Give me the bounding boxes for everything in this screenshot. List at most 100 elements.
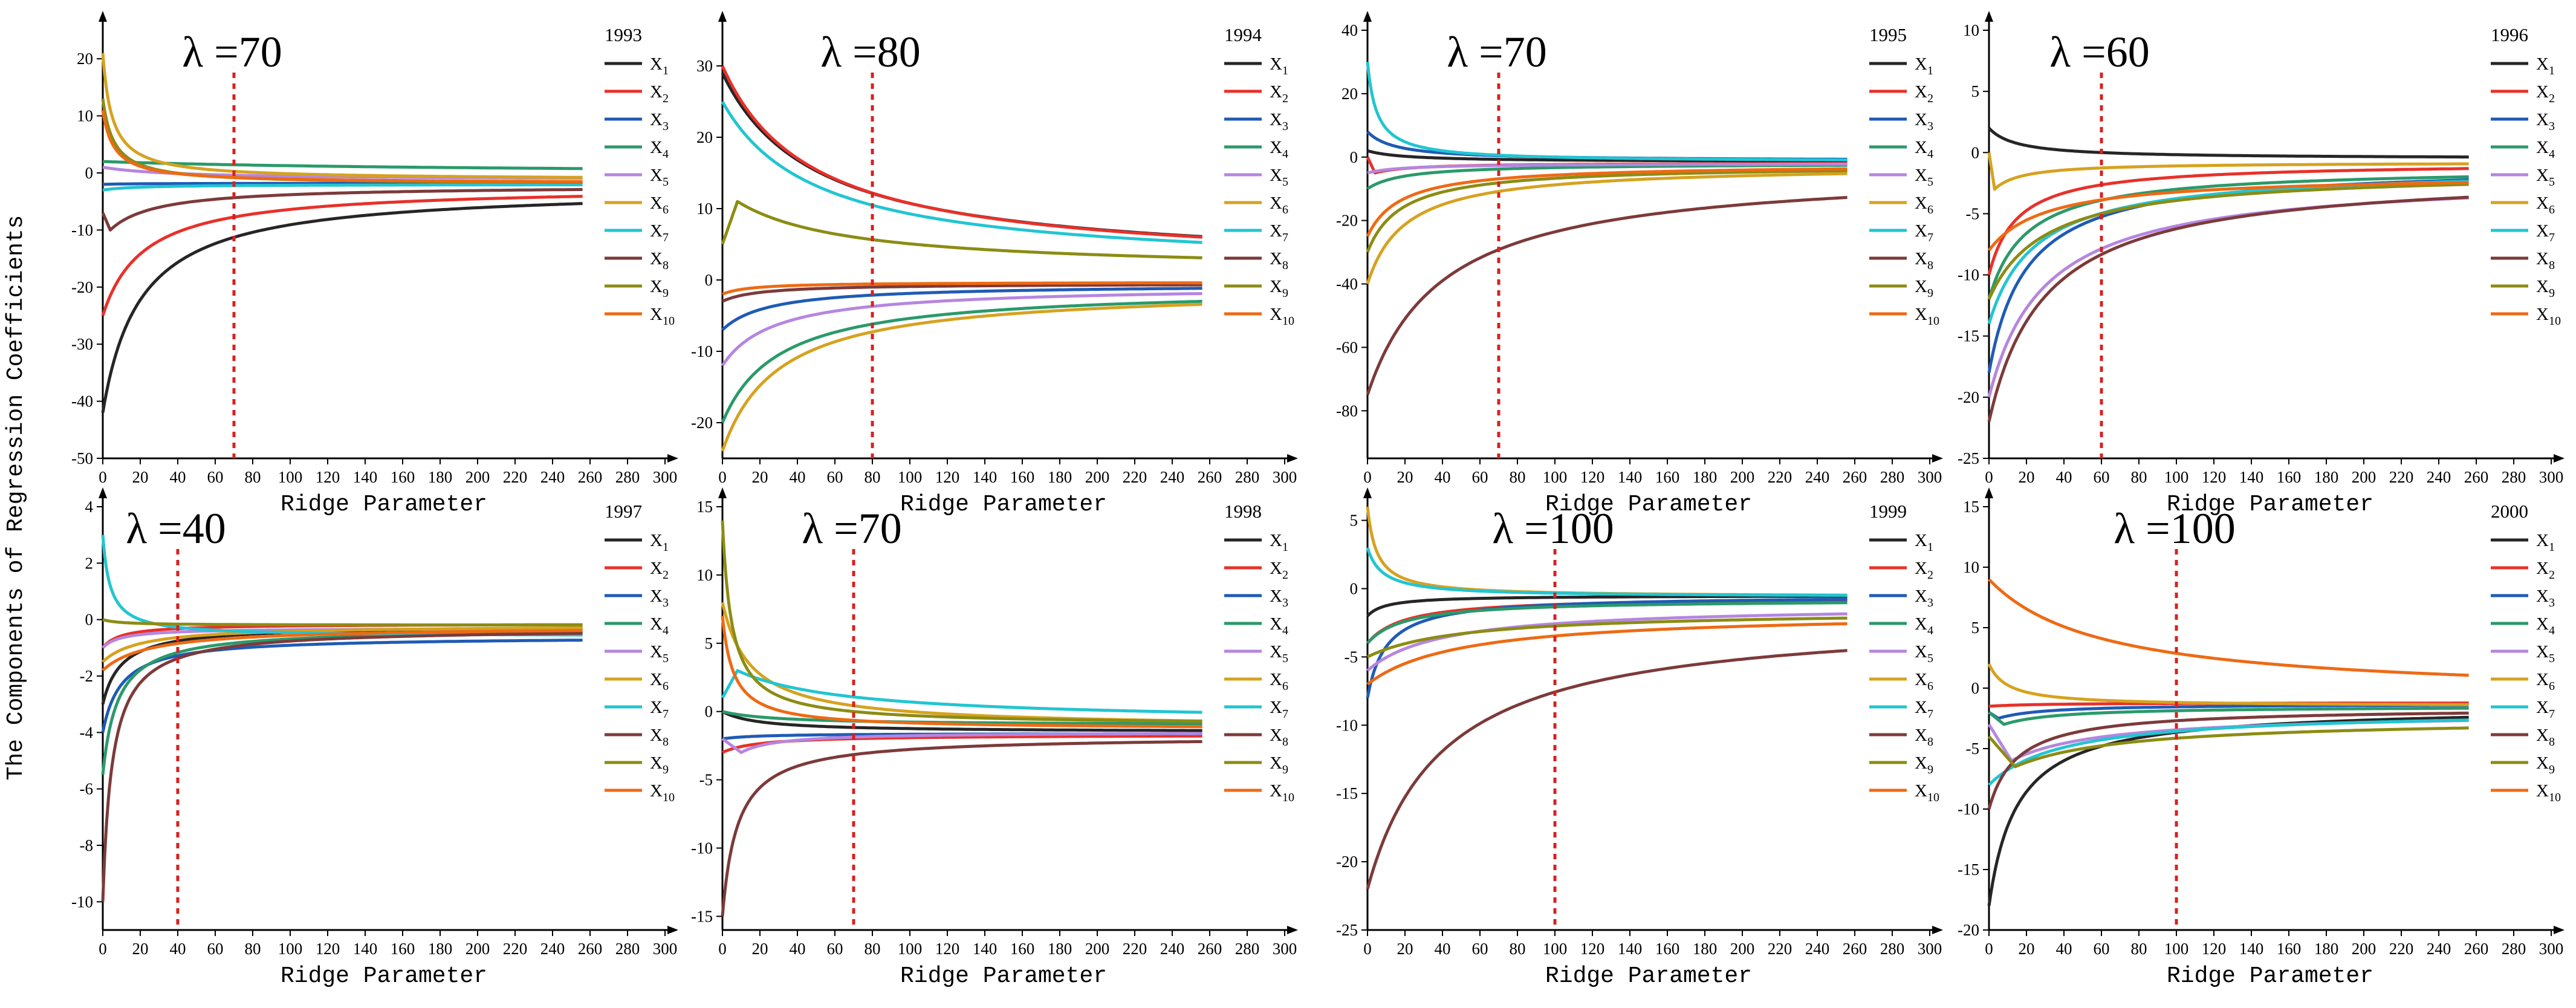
x-tick-label: 240 — [2427, 940, 2451, 958]
series-line-X7 — [721, 669, 1202, 714]
y-axis-arrow — [718, 487, 727, 498]
legend-year: 1999 — [1869, 501, 1907, 522]
legend-label-X6: X6 — [2536, 670, 2555, 693]
x-tick-label: 140 — [2239, 468, 2264, 486]
y-tick-label: 0 — [705, 271, 713, 289]
legend-sub-X8: 8 — [1282, 735, 1288, 749]
y-tick-label: 5 — [1350, 512, 1358, 530]
legend-label-X5: X5 — [2536, 642, 2555, 665]
x-tick-label: 60 — [2094, 468, 2110, 486]
x-tick-label: 300 — [1273, 940, 1297, 958]
x-tick-label: 20 — [752, 940, 768, 958]
y-tick-label: 0 — [1971, 143, 1980, 161]
x-tick-label: 140 — [2239, 940, 2264, 958]
y-tick-label: -30 — [71, 335, 93, 353]
series-line-X1 — [721, 710, 1202, 732]
x-tick-label: 200 — [2352, 940, 2376, 958]
x-tick-label: 280 — [1235, 940, 1260, 958]
x-tick-label: 200 — [1085, 468, 1110, 486]
x-tick-label: 80 — [865, 940, 881, 958]
y-tick-label: 5 — [1971, 619, 1980, 637]
x-tick-label: 0 — [718, 468, 727, 486]
y-tick-label: 5 — [705, 634, 713, 652]
y-tick-label: -15 — [1336, 784, 1358, 802]
y-tick-label: -40 — [1336, 275, 1358, 293]
x-tick-label: 220 — [503, 940, 528, 958]
x-tick-label: 200 — [1730, 468, 1755, 486]
x-tick-label: 180 — [1693, 940, 1718, 958]
x-tick-label: 260 — [578, 468, 603, 486]
x-tick-label: 280 — [2502, 468, 2526, 486]
legend-label-X1: X1 — [650, 531, 669, 554]
legend-sub-X9: 9 — [1927, 763, 1933, 776]
x-tick-label: 160 — [1010, 468, 1035, 486]
legend-sub-X5: 5 — [2549, 175, 2555, 189]
legend-sub-X8: 8 — [663, 735, 669, 749]
lambda-label: λ =40 — [126, 504, 226, 553]
y-tick-label: -20 — [1336, 853, 1358, 871]
legend-label-X1: X1 — [1915, 531, 1933, 554]
legend-sub-X5: 5 — [1927, 652, 1933, 665]
legend-label-X6: X6 — [1270, 670, 1288, 693]
x-tick-label: 20 — [132, 468, 149, 486]
legend-sub-X1: 1 — [663, 541, 669, 554]
x-tick-label: 0 — [1363, 940, 1372, 958]
legend-sub-X3: 3 — [2549, 596, 2555, 610]
legend-sub-X4: 4 — [663, 624, 669, 637]
series-line-X9 — [1366, 169, 1848, 253]
x-tick-label: 220 — [1768, 940, 1792, 958]
series-line-X7 — [1366, 547, 1848, 597]
x-tick-label: 200 — [1730, 940, 1755, 958]
y-tick-label: 20 — [1342, 85, 1358, 103]
y-tick-label: -15 — [1958, 327, 1979, 345]
legend-label-X7: X7 — [1915, 221, 1933, 244]
legend-label-X4: X4 — [1915, 138, 1933, 161]
y-tick-label: -4 — [80, 723, 94, 741]
series-line-X6 — [1987, 663, 2469, 706]
legend-label-X5: X5 — [2536, 166, 2555, 189]
legend-sub-X6: 6 — [2549, 680, 2555, 693]
legend-sub-X10: 10 — [1927, 314, 1939, 328]
legend-sub-X7: 7 — [2549, 707, 2555, 721]
legend-sub-X1: 1 — [2549, 64, 2555, 77]
x-tick-label: 60 — [1472, 940, 1488, 958]
legend-sub-X4: 4 — [663, 148, 669, 161]
legend-label-X5: X5 — [1270, 166, 1288, 189]
panel-1995: 0 20 40 60 80 100 120 140 160 180 200 220 240 260 280 3… — [1336, 11, 1943, 518]
series-line-X8 — [1366, 196, 1848, 395]
series-line-X9 — [721, 200, 1202, 259]
legend-sub-X6: 6 — [663, 203, 669, 216]
y-tick-label: 20 — [77, 50, 93, 68]
x-tick-label: 200 — [1085, 940, 1110, 958]
series-line-X2 — [101, 195, 583, 316]
legend-label-X7: X7 — [650, 221, 669, 244]
legend-label-X6: X6 — [1915, 670, 1933, 693]
x-tick-label: 240 — [1805, 468, 1830, 486]
figure-ylabel: The Components of Regression Coefficient… — [3, 215, 29, 781]
x-tick-label: 280 — [1880, 468, 1905, 486]
x-tick-label: 0 — [99, 468, 107, 486]
x-tick-label: 20 — [2019, 940, 2035, 958]
x-tick-label: 160 — [1010, 940, 1035, 958]
legend-label-X8: X8 — [2536, 726, 2555, 749]
x-tick-label: 300 — [2539, 940, 2564, 958]
series-line-X9 — [1987, 183, 2469, 301]
legend-sub-X9: 9 — [2549, 763, 2555, 776]
legend-sub-X6: 6 — [1282, 680, 1288, 693]
legend-sub-X10: 10 — [663, 314, 675, 328]
legend-label-X4: X4 — [1270, 138, 1288, 161]
legend-sub-X3: 3 — [663, 120, 669, 133]
legend-label-X6: X6 — [1270, 193, 1288, 216]
panel-1999: 0 20 40 60 80 100 120 140 160 180 200 220 240 260 280 3… — [1336, 487, 1943, 989]
legend-label-X10: X10 — [2536, 305, 2561, 328]
legend-sub-X1: 1 — [1282, 541, 1288, 554]
legend-year: 1997 — [605, 501, 642, 522]
x-axis-arrow — [667, 926, 678, 934]
legend-label-X9: X9 — [1270, 753, 1288, 776]
legend-sub-X4: 4 — [2549, 624, 2555, 637]
x-tick-label: 260 — [1198, 468, 1222, 486]
x-tick-label: 280 — [1880, 940, 1905, 958]
x-tick-label: 160 — [2277, 468, 2302, 486]
y-tick-label: -20 — [1958, 388, 1979, 406]
